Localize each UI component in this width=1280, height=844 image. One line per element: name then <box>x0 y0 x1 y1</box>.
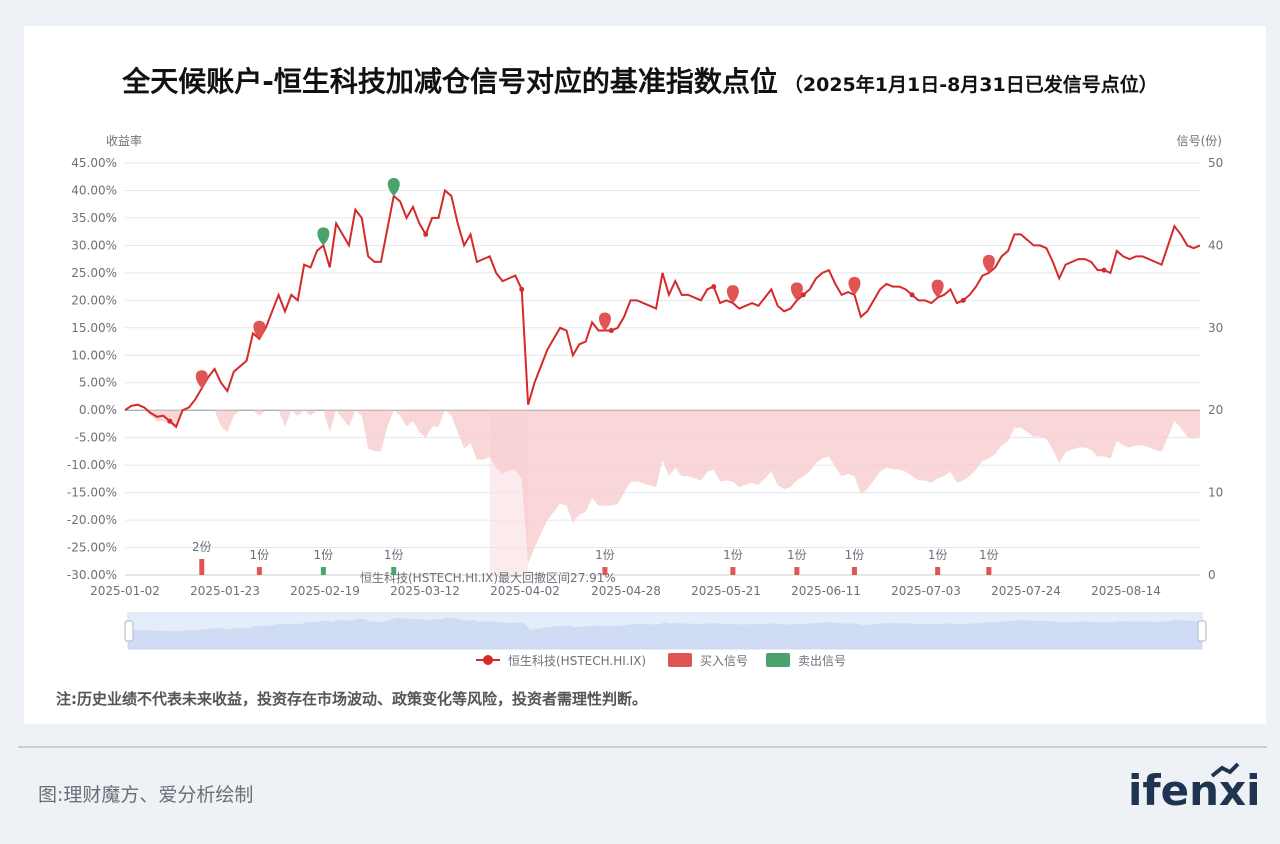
legend-label-buy: 买入信号 <box>700 654 748 668</box>
signal-qty-label: 1份 <box>314 548 334 562</box>
buy-signal-marker <box>253 320 266 339</box>
x-tick-label: 2025-04-28 <box>591 584 661 598</box>
buy-signal-marker <box>931 279 944 298</box>
chart-card <box>24 26 1266 724</box>
y-right-tick-label: 0 <box>1208 568 1216 582</box>
buy-signal-marker <box>726 285 739 304</box>
x-tick-label: 2025-04-02 <box>490 584 560 598</box>
y-left-tick-label: -20.00% <box>67 513 117 527</box>
line-dot <box>423 231 429 237</box>
legend-line-dot-icon <box>483 655 493 665</box>
zoom-handle-right[interactable] <box>1197 620 1207 642</box>
chart-title-sub: （2025年1月1日-8月31日已发信号点位） <box>783 74 1158 96</box>
sell-signal-bar <box>391 567 397 575</box>
chart-title: 全天候账户-恒生科技加减仓信号对应的基准指数点位 （2025年1月1日-8月31日… <box>0 60 1280 100</box>
signal-qty-label: 1份 <box>595 548 615 562</box>
series-line-hstech <box>124 188 1201 429</box>
y-left-tick-label: 0.00% <box>79 403 117 417</box>
buy-signal-bar <box>730 567 736 575</box>
ifenxi-logo: ifenxi <box>1128 762 1261 815</box>
buy-signal-marker <box>598 312 611 331</box>
y-left-tick-label: -30.00% <box>67 568 117 582</box>
buy-signal-bar <box>851 567 857 575</box>
chart-title-main: 全天候账户-恒生科技加减仓信号对应的基准指数点位 <box>122 65 778 98</box>
signal-qty-label: 2份 <box>192 540 212 554</box>
footer-divider <box>18 746 1267 748</box>
x-tick-label: 2025-08-14 <box>1091 584 1161 598</box>
x-tick-label: 2025-01-23 <box>190 584 260 598</box>
y-right-axis-label: 信号(份) <box>1177 134 1222 148</box>
buy-signal-bar <box>199 559 205 575</box>
y-left-tick-label: 45.00% <box>71 156 117 170</box>
x-tick-label: 2025-07-24 <box>991 584 1061 598</box>
source-caption: 图:理财魔方、爱分析绘制 <box>38 784 254 806</box>
y-left-axis-label: 收益率 <box>106 133 142 148</box>
signal-qty-label: 1份 <box>723 548 743 562</box>
buy-signal-marker <box>790 282 803 301</box>
y-right-tick-label: 50 <box>1208 156 1223 170</box>
x-tick-label: 2025-07-03 <box>891 584 961 598</box>
x-tick-label: 2025-06-11 <box>791 584 861 598</box>
y-left-tick-label: -15.00% <box>67 486 117 500</box>
y-right-tick-label: 40 <box>1208 238 1223 252</box>
line-dot <box>608 328 614 334</box>
buy-signal-bar <box>602 567 608 575</box>
sell-signal-marker <box>387 177 400 196</box>
legend-label-hstech: 恒生科技(HSTECH.HI.IX) <box>508 654 646 668</box>
buy-signal-marker <box>848 276 861 295</box>
line-dot <box>1101 267 1107 273</box>
x-tick-label: 2025-01-02 <box>90 584 160 598</box>
signal-qty-label: 1份 <box>250 548 270 562</box>
y-left-tick-label: -5.00% <box>75 431 117 445</box>
y-left-tick-label: 10.00% <box>71 348 117 362</box>
line-dot <box>167 418 173 424</box>
sell-signal-marker <box>317 227 330 246</box>
y-left-tick-label: 30.00% <box>71 238 117 252</box>
line-dot <box>960 297 966 303</box>
zoom-handle-left[interactable] <box>124 620 134 642</box>
y-left-tick-label: 25.00% <box>71 266 117 280</box>
signal-qty-label: 1份 <box>845 548 865 562</box>
y-right-tick-label: 30 <box>1208 321 1223 335</box>
signal-qty-label: 1份 <box>928 548 948 562</box>
drawdown-annotation: 恒生科技(HSTECH.HI.IX)最大回撤区间27.91% <box>360 570 616 585</box>
signal-qty-label: 1份 <box>787 548 807 562</box>
signal-qty-label: 1份 <box>384 548 404 562</box>
zoom-overview-area <box>128 617 1202 649</box>
line-dot <box>519 286 525 292</box>
sell-signal-bar <box>320 567 326 575</box>
buy-signal-bar <box>935 567 941 575</box>
buy-signal-marker <box>195 370 208 389</box>
y-left-tick-label: 5.00% <box>79 376 117 390</box>
y-right-tick-label: 20 <box>1208 403 1223 417</box>
drawdown-area <box>125 410 1200 564</box>
y-left-tick-label: 35.00% <box>71 211 117 225</box>
x-tick-label: 2025-03-12 <box>390 584 460 598</box>
x-tick-label: 2025-02-19 <box>290 584 360 598</box>
line-dot <box>711 284 717 290</box>
x-tick-label: 2025-05-21 <box>691 584 761 598</box>
logo-tick-icon <box>1210 762 1240 778</box>
line-dot <box>800 292 806 298</box>
y-right-tick-label: 10 <box>1208 486 1223 500</box>
disclaimer-note: 注:历史业绩不代表未来收益，投资存在市场波动、政策变化等风险，投资者需理性判断。 <box>56 690 648 708</box>
y-left-tick-label: 15.00% <box>71 321 117 335</box>
y-left-tick-label: 20.00% <box>71 293 117 307</box>
legend-buy-icon <box>668 653 692 667</box>
legend-label-sell: 卖出信号 <box>798 654 846 668</box>
buy-signal-bar <box>256 567 262 575</box>
signal-qty-label: 1份 <box>979 548 999 562</box>
buy-signal-bar <box>794 567 800 575</box>
y-left-tick-label: -25.00% <box>67 541 117 555</box>
buy-signal-marker <box>982 254 995 273</box>
logo-text: ifenxi <box>1128 766 1261 815</box>
y-left-tick-label: -10.00% <box>67 458 117 472</box>
line-dot <box>909 292 915 298</box>
buy-signal-bar <box>986 567 992 575</box>
legend-sell-icon <box>766 653 790 667</box>
y-left-tick-label: 40.00% <box>71 183 117 197</box>
